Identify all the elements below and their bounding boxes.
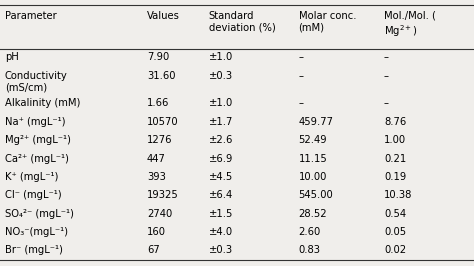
Text: 459.77: 459.77 [299, 117, 334, 127]
Text: 0.02: 0.02 [384, 246, 406, 255]
Text: –: – [384, 98, 389, 108]
Text: K⁺ (mgL⁻¹): K⁺ (mgL⁻¹) [5, 172, 58, 182]
Text: SO₄²⁻ (mgL⁻¹): SO₄²⁻ (mgL⁻¹) [5, 209, 73, 219]
Text: 11.15: 11.15 [299, 153, 328, 164]
Text: 545.00: 545.00 [299, 190, 333, 200]
Text: Br⁻ (mgL⁻¹): Br⁻ (mgL⁻¹) [5, 246, 63, 255]
Text: Parameter: Parameter [5, 11, 56, 21]
Text: Conductivity
(mS/cm): Conductivity (mS/cm) [5, 71, 67, 92]
Text: 0.83: 0.83 [299, 246, 320, 255]
Text: 393: 393 [147, 172, 166, 182]
Text: ±1.0: ±1.0 [209, 52, 233, 63]
Text: 0.54: 0.54 [384, 209, 406, 219]
Text: Molar conc.
(mM): Molar conc. (mM) [299, 11, 356, 32]
Text: –: – [384, 71, 389, 81]
Text: Cl⁻ (mgL⁻¹): Cl⁻ (mgL⁻¹) [5, 190, 61, 200]
Text: 0.21: 0.21 [384, 153, 406, 164]
Text: 19325: 19325 [147, 190, 179, 200]
Text: ±0.3: ±0.3 [209, 246, 233, 255]
Text: 2.60: 2.60 [299, 227, 321, 237]
Text: 160: 160 [147, 227, 166, 237]
Text: ±2.6: ±2.6 [209, 135, 233, 145]
Text: 8.76: 8.76 [384, 117, 406, 127]
Text: Mol./Mol. (
Mg$^{2+}$): Mol./Mol. ( Mg$^{2+}$) [384, 11, 436, 39]
Text: pH: pH [5, 52, 18, 63]
Text: 0.05: 0.05 [384, 227, 406, 237]
Text: ±1.0: ±1.0 [209, 98, 233, 108]
Text: Na⁺ (mgL⁻¹): Na⁺ (mgL⁻¹) [5, 117, 65, 127]
Text: –: – [384, 52, 389, 63]
Text: ±1.7: ±1.7 [209, 117, 233, 127]
Text: 1.66: 1.66 [147, 98, 169, 108]
Text: –: – [299, 71, 304, 81]
Text: 447: 447 [147, 153, 166, 164]
Text: ±1.5: ±1.5 [209, 209, 233, 219]
Text: ±6.4: ±6.4 [209, 190, 233, 200]
Text: –: – [299, 98, 304, 108]
Text: 31.60: 31.60 [147, 71, 175, 81]
Text: 1276: 1276 [147, 135, 173, 145]
Text: ±4.0: ±4.0 [209, 227, 233, 237]
Text: Standard
deviation (%): Standard deviation (%) [209, 11, 275, 32]
Text: 1.00: 1.00 [384, 135, 406, 145]
Text: Values: Values [147, 11, 180, 21]
Text: Ca²⁺ (mgL⁻¹): Ca²⁺ (mgL⁻¹) [5, 153, 69, 164]
Text: 2740: 2740 [147, 209, 172, 219]
Text: 52.49: 52.49 [299, 135, 327, 145]
Text: 10570: 10570 [147, 117, 179, 127]
Text: NO₃⁻(mgL⁻¹): NO₃⁻(mgL⁻¹) [5, 227, 68, 237]
Text: 28.52: 28.52 [299, 209, 327, 219]
Text: ±6.9: ±6.9 [209, 153, 233, 164]
Text: 0.19: 0.19 [384, 172, 406, 182]
Text: Alkalinity (mM): Alkalinity (mM) [5, 98, 80, 108]
Text: 10.00: 10.00 [299, 172, 327, 182]
Text: Mg²⁺ (mgL⁻¹): Mg²⁺ (mgL⁻¹) [5, 135, 71, 145]
Text: ±4.5: ±4.5 [209, 172, 233, 182]
Text: 10.38: 10.38 [384, 190, 412, 200]
Text: 67: 67 [147, 246, 160, 255]
Text: 7.90: 7.90 [147, 52, 169, 63]
Text: ±0.3: ±0.3 [209, 71, 233, 81]
Text: –: – [299, 52, 304, 63]
